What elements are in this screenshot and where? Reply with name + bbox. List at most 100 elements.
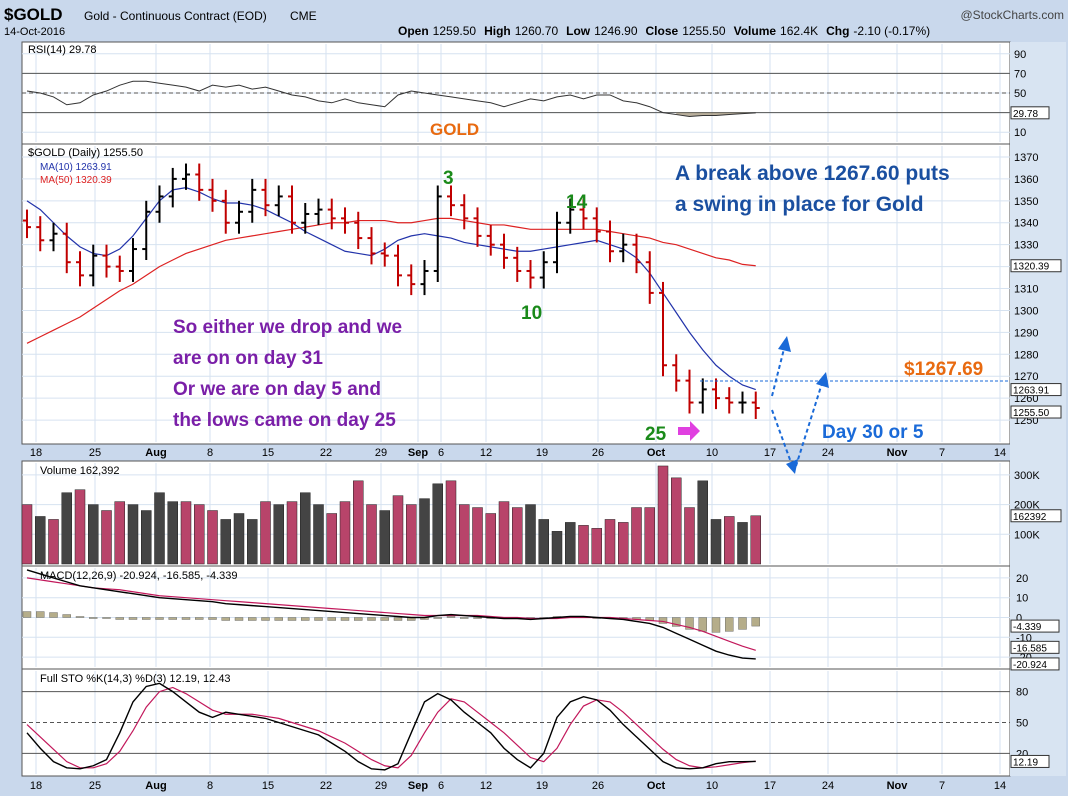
x-tick-label: Sep [408, 447, 428, 459]
volume-bar [339, 501, 351, 565]
projection-arrows [771, 344, 824, 469]
price-tick-label: 1350 [1014, 196, 1038, 208]
symbol-text: $GOLD [4, 5, 63, 24]
x-tick-label: 18 [30, 447, 42, 459]
macd-histogram-bar [725, 617, 734, 632]
rsi-value-tag: 29.78 [1013, 109, 1038, 120]
x-tick-label-bottom: 22 [320, 780, 332, 792]
ohlc-value-chg: -2.10 (-0.17%) [853, 24, 930, 38]
price-tick-label: 1330 [1014, 240, 1038, 252]
macd-histogram-bar [380, 617, 389, 621]
volume-value-tag-box [1010, 509, 1062, 523]
x-tick-label-bottom: 7 [939, 780, 945, 792]
volume-value-tag: 162392 [1013, 512, 1047, 523]
macd-histogram-bar [22, 611, 32, 618]
contract-name: Gold - Continuous Contract (EOD) [84, 9, 267, 23]
ohlc-value-close: 1255.50 [682, 24, 726, 38]
macd-line [26, 569, 756, 660]
stochastic-k-line [26, 682, 756, 771]
ohlc-label-low: Low [566, 24, 591, 38]
ohlc-label-high: High [484, 24, 511, 38]
scenario-line-1: So either we drop and we [173, 317, 402, 338]
stochastic-tick-label: 50 [1016, 718, 1028, 730]
ohlc-summary: Open 1259.50 High 1260.70 Low 1246.90 Close 125… [398, 24, 930, 38]
ma10-legend: MA(10) 1263.91 [40, 162, 112, 173]
volume-bar [141, 510, 152, 565]
x-tick-label-bottom: 8 [207, 780, 213, 792]
macd-histogram-bar [433, 617, 442, 619]
macd-histogram-bar [261, 617, 270, 621]
price-tick-label: 1370 [1014, 152, 1038, 164]
macd-histogram-bar [367, 617, 376, 621]
breakout-level-label: $1267.69 [904, 359, 983, 380]
volume-bar [154, 492, 165, 565]
volume-bar [127, 504, 139, 565]
volume-layer [21, 465, 1010, 565]
x-tick-label-bottom: 24 [822, 780, 834, 792]
ohlc-value-volume: 162.4K [780, 24, 818, 38]
rsi-label: RSI(14) 29.78 [28, 44, 96, 56]
volume-bar [220, 519, 231, 565]
x-tick-label: 17 [764, 447, 776, 459]
stockcharts-watermark: @StockCharts.com [960, 8, 1064, 22]
macd-histogram-bar [168, 617, 177, 620]
macd-signal-line [26, 577, 756, 651]
volume-tick-label: 200K [1014, 500, 1040, 512]
volume-bar [618, 522, 629, 565]
volume-bar [366, 504, 377, 565]
volume-bar [459, 504, 470, 565]
macd-value-tag: -16.585 [1013, 643, 1047, 654]
rsi-tick-label: 10 [1014, 127, 1026, 139]
macd-histogram-bar [115, 617, 124, 620]
macd-histogram-bar [738, 617, 747, 630]
macd-histogram-bar [155, 617, 164, 620]
price-value-tag: 1320.39 [1013, 262, 1050, 273]
volume-bar [101, 510, 112, 565]
volume-tick-label: 100K [1014, 529, 1040, 541]
price-value-tag-box [1010, 259, 1062, 273]
macd-histogram-bar [393, 617, 403, 621]
volume-bar [644, 507, 655, 565]
annotations: GOLD A break above 1267.60 puts a swing … [173, 120, 1010, 474]
macd-histogram-bar [751, 617, 760, 627]
macd-histogram-bar [62, 614, 71, 618]
x-tick-label: Nov [887, 447, 909, 459]
rsi-layer [22, 53, 1010, 133]
macd-histogram-bar [314, 617, 323, 621]
volume-bar [604, 519, 616, 565]
volume-bar [724, 516, 735, 565]
price-value-tag-box [1010, 383, 1062, 397]
volume-bar [247, 519, 258, 565]
macd-histogram-bar [446, 616, 456, 618]
price-value-tag: 1263.91 [1013, 386, 1050, 397]
volume-bar [657, 465, 669, 565]
stochastic-layer [22, 682, 1010, 771]
x-tick-label-bottom: Nov [887, 780, 909, 792]
x-tick-label: 8 [207, 447, 213, 459]
x-tick-label-bottom: 29 [375, 780, 387, 792]
stochastic-value-tag-box [1010, 754, 1050, 768]
chart-header: $GOLD Gold - Continuous Contract (EOD) C… [4, 5, 1064, 38]
price-tick-label: 1310 [1014, 284, 1038, 296]
ohlc-value-high: 1260.70 [515, 24, 559, 38]
price-tick-label: 1300 [1014, 305, 1038, 317]
volume-bar [48, 519, 59, 565]
macd-histogram-bar [327, 617, 336, 621]
x-tick-label-bottom: 15 [262, 780, 274, 792]
volume-bar [671, 477, 682, 565]
ohlc-label-volume: Volume [734, 24, 777, 38]
panel-legends: RSI(14) 29.78 $GOLD (Daily) 1255.50 MA(1… [28, 44, 238, 685]
axis-layer: 18 18 25 25 Aug Aug 8 8 15 15 22 22 29 29 Sep Sep 6 6 12 12… [30, 49, 1062, 792]
volume-bar [180, 501, 192, 565]
volume-bar [260, 501, 271, 565]
x-tick-label-bottom: 14 [994, 780, 1006, 792]
volume-bar [114, 501, 125, 565]
headline-line-1: A break above 1267.60 puts [675, 162, 950, 185]
macd-tick-label: 0 [1016, 613, 1022, 625]
macd-histogram-bar [658, 617, 668, 624]
macd-histogram-bar [75, 616, 85, 618]
x-tick-label: 24 [822, 447, 834, 459]
macd-histogram-bar [128, 617, 138, 620]
arrow-down-head-icon [786, 459, 798, 474]
